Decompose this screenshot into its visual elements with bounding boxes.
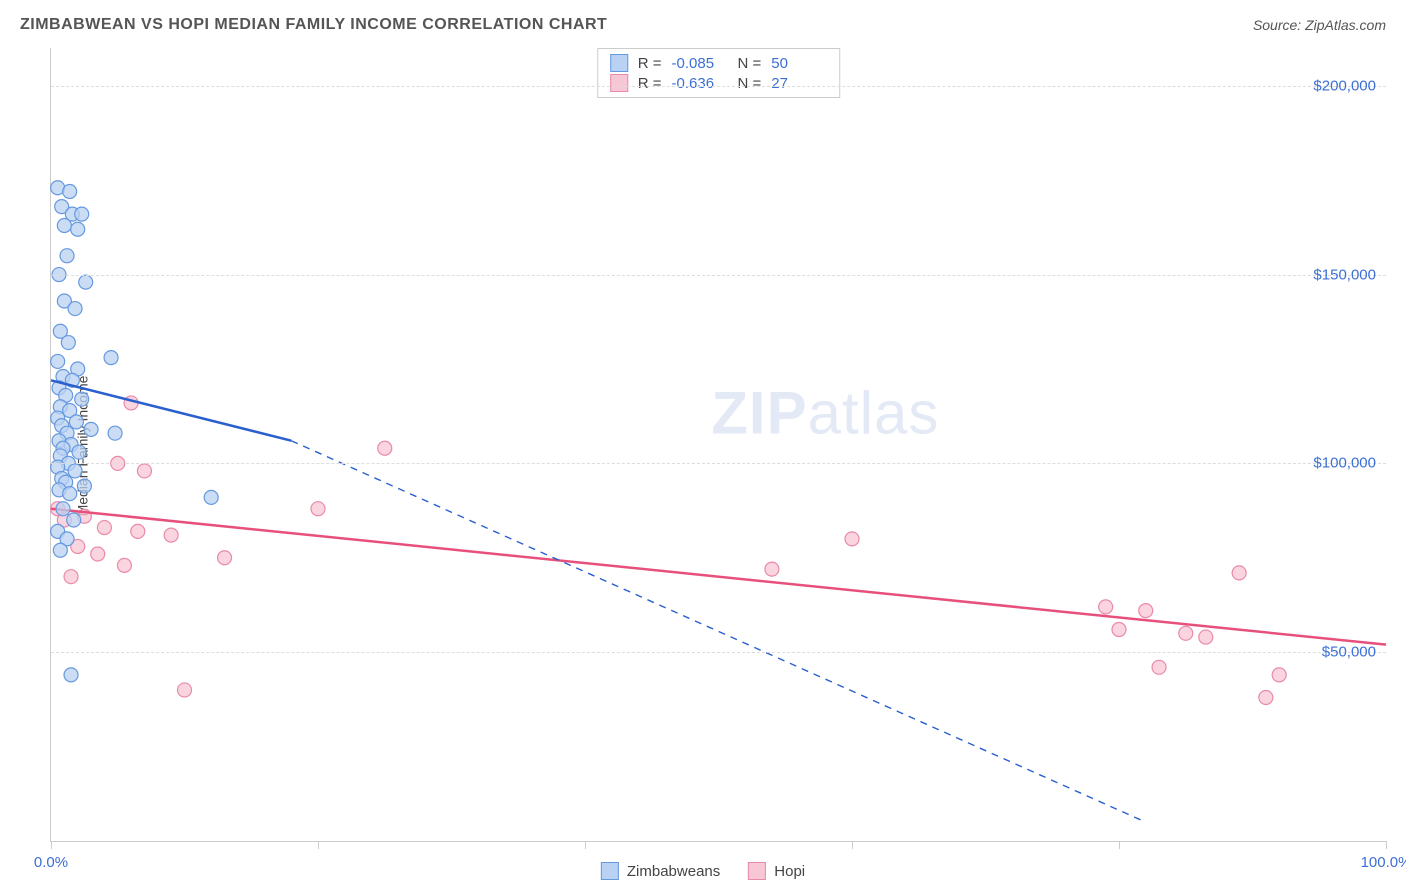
hopi-point (1112, 623, 1126, 637)
swatch-hopi (748, 862, 766, 880)
hopi-point (1232, 566, 1246, 580)
x-tick (1119, 841, 1120, 849)
chart-source: Source: ZipAtlas.com (1253, 17, 1386, 33)
hopi-point (137, 464, 151, 478)
x-tick (318, 841, 319, 849)
zimbabwean-point (68, 302, 82, 316)
zimbabwean-point (64, 668, 78, 682)
hopi-point (1152, 660, 1166, 674)
source-prefix: Source: (1253, 17, 1305, 33)
zimbabwean-point (61, 336, 75, 350)
plot-area: ZIPatlas R = -0.085 N = 50 R = -0.636 N … (50, 48, 1386, 842)
x-tick-label-left: 0.0% (34, 854, 68, 871)
zimbabwean-point (53, 543, 67, 557)
zimbabwean-point (69, 415, 83, 429)
chart-container: ZIMBABWEAN VS HOPI MEDIAN FAMILY INCOME … (0, 0, 1406, 892)
legend-label-hopi: Hopi (774, 863, 805, 880)
x-tick (585, 841, 586, 849)
zimbabwean-point (57, 218, 71, 232)
zimbabwean-point (75, 207, 89, 221)
swatch-zimbabwean (601, 862, 619, 880)
zimbabwean-trendline-extrapolated (291, 441, 1145, 822)
y-tick-label: $100,000 (1313, 455, 1376, 472)
legend-item-hopi: Hopi (748, 862, 805, 880)
chart-title: ZIMBABWEAN VS HOPI MEDIAN FAMILY INCOME … (20, 16, 607, 34)
r-label: R = (638, 75, 662, 92)
zimbabwean-point (51, 354, 65, 368)
zimbabwean-point (56, 502, 70, 516)
bottom-legend: Zimbabweans Hopi (601, 862, 805, 880)
hopi-trendline (51, 509, 1386, 645)
legend-item-zimbabwean: Zimbabweans (601, 862, 720, 880)
zimbabwean-point (108, 426, 122, 440)
y-tick-label: $200,000 (1313, 77, 1376, 94)
r-value-hopi: -0.636 (672, 75, 728, 92)
n-label: N = (738, 75, 762, 92)
hopi-point (97, 521, 111, 535)
stats-legend: R = -0.085 N = 50 R = -0.636 N = 27 (597, 48, 841, 98)
zimbabwean-point (77, 479, 91, 493)
zimbabwean-point (68, 464, 82, 478)
zimbabwean-point (79, 275, 93, 289)
y-tick-label: $50,000 (1322, 644, 1376, 661)
gridline (51, 275, 1386, 276)
hopi-point (845, 532, 859, 546)
hopi-point (131, 524, 145, 538)
hopi-point (1139, 604, 1153, 618)
zimbabwean-point (71, 222, 85, 236)
stats-row-zimbabwean: R = -0.085 N = 50 (610, 53, 828, 73)
hopi-point (1259, 691, 1273, 705)
hopi-point (218, 551, 232, 565)
zimbabwean-point (60, 249, 74, 263)
gridline (51, 86, 1386, 87)
x-tick (1386, 841, 1387, 849)
legend-label-zimbabwean: Zimbabweans (627, 863, 720, 880)
zimbabwean-point (67, 513, 81, 527)
zimbabwean-point (63, 487, 77, 501)
x-tick (51, 841, 52, 849)
chart-header: ZIMBABWEAN VS HOPI MEDIAN FAMILY INCOME … (0, 0, 1406, 40)
hopi-point (164, 528, 178, 542)
gridline (51, 463, 1386, 464)
zimbabwean-point (84, 422, 98, 436)
r-label: R = (638, 55, 662, 72)
hopi-point (1272, 668, 1286, 682)
x-tick-label-right: 100.0% (1361, 854, 1406, 871)
hopi-point (178, 683, 192, 697)
hopi-point (1179, 626, 1193, 640)
y-tick-label: $150,000 (1313, 266, 1376, 283)
hopi-point (117, 558, 131, 572)
zimbabwean-point (204, 490, 218, 504)
zimbabwean-point (63, 184, 77, 198)
hopi-point (378, 441, 392, 455)
hopi-point (311, 502, 325, 516)
n-value-hopi: 27 (771, 75, 827, 92)
hopi-point (64, 570, 78, 584)
zimbabwean-point (104, 351, 118, 365)
hopi-point (1199, 630, 1213, 644)
zimbabwean-point (75, 392, 89, 406)
r-value-zimbabwean: -0.085 (672, 55, 728, 72)
n-value-zimbabwean: 50 (771, 55, 827, 72)
gridline (51, 652, 1386, 653)
source-name: ZipAtlas.com (1305, 17, 1386, 33)
x-tick (852, 841, 853, 849)
n-label: N = (738, 55, 762, 72)
zimbabwean-point (72, 445, 86, 459)
hopi-point (1099, 600, 1113, 614)
stats-row-hopi: R = -0.636 N = 27 (610, 73, 828, 93)
hopi-point (765, 562, 779, 576)
chart-svg (51, 48, 1386, 841)
swatch-zimbabwean (610, 54, 628, 72)
hopi-point (91, 547, 105, 561)
swatch-hopi (610, 74, 628, 92)
